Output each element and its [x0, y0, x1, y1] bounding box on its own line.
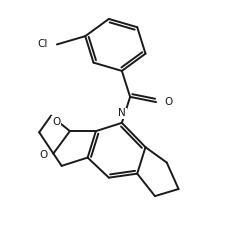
Text: N: N: [118, 108, 126, 118]
Text: Cl: Cl: [37, 40, 48, 49]
Text: O: O: [39, 150, 48, 160]
Text: O: O: [52, 117, 60, 127]
Text: O: O: [164, 97, 173, 107]
